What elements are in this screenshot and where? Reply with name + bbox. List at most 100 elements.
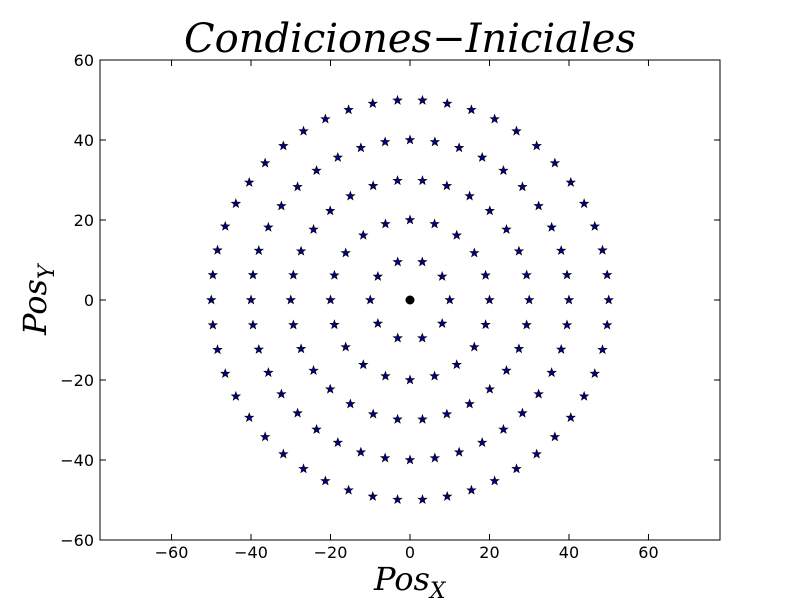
star-point-ring-4 (263, 221, 274, 232)
star-point-ring-1 (444, 294, 455, 305)
star-point-ring-5 (278, 140, 289, 151)
star-point-ring-4 (546, 367, 557, 378)
star-point-ring-3 (513, 245, 525, 256)
star-point-ring-4 (498, 423, 509, 434)
data-points (206, 94, 614, 505)
star-point-ring-5 (489, 475, 500, 486)
star-point-ring-3 (441, 408, 453, 419)
star-point-ring-2 (329, 319, 340, 330)
star-point-ring-3 (295, 343, 307, 354)
star-point-ring-1 (436, 318, 448, 328)
star-point-ring-5 (207, 269, 219, 280)
star-point-ring-2 (469, 247, 480, 258)
star-point-ring-5 (417, 494, 428, 505)
star-point-ring-2 (340, 247, 351, 258)
star-point-ring-2 (340, 341, 351, 352)
star-point-ring-4 (332, 151, 344, 162)
star-point-ring-4 (311, 423, 322, 434)
y-tick-label: 20 (74, 211, 94, 230)
star-point-ring-3 (367, 180, 379, 191)
star-point-ring-2 (480, 319, 491, 330)
star-point-ring-3 (464, 190, 475, 201)
star-point-ring-1 (392, 332, 403, 343)
star-point-ring-4 (276, 200, 287, 211)
center-point (405, 295, 415, 305)
star-point-ring-2 (429, 370, 440, 381)
star-point-ring-3 (345, 190, 356, 201)
star-point-ring-4 (311, 165, 322, 175)
star-point-ring-2 (429, 218, 440, 229)
star-point-ring-5 (589, 368, 600, 379)
star-point-ring-5 (597, 244, 608, 255)
star-point-ring-2 (358, 229, 369, 240)
star-point-ring-1 (417, 332, 428, 343)
star-point-ring-4 (429, 452, 441, 463)
star-point-ring-3 (441, 180, 453, 191)
star-point-ring-5 (206, 294, 217, 305)
star-point-ring-5 (601, 319, 613, 330)
star-point-ring-5 (212, 244, 223, 255)
star-point-ring-3 (501, 223, 512, 234)
star-point-ring-3 (521, 319, 532, 330)
star-point-ring-4 (561, 319, 573, 330)
star-point-ring-3 (295, 245, 307, 256)
star-point-ring-4 (517, 181, 528, 192)
star-point-ring-5 (417, 94, 428, 105)
star-point-ring-5 (549, 157, 561, 168)
x-tick-label: −40 (234, 543, 268, 562)
star-point-ring-5 (343, 484, 354, 495)
star-point-ring-2 (404, 214, 416, 225)
star-point-ring-5 (244, 412, 255, 422)
star-point-ring-4 (429, 136, 441, 147)
y-tick-label: −40 (60, 451, 94, 470)
star-point-ring-5 (259, 157, 271, 168)
star-point-ring-4 (355, 142, 367, 153)
star-point-ring-5 (343, 104, 354, 115)
x-tick-label: 40 (559, 543, 579, 562)
star-point-ring-3 (367, 408, 379, 419)
star-point-ring-3 (524, 294, 535, 305)
star-point-ring-3 (288, 319, 299, 330)
star-point-ring-5 (298, 463, 309, 474)
star-point-ring-5 (601, 269, 613, 280)
y-tick-label: −20 (60, 371, 94, 390)
star-point-ring-1 (372, 271, 384, 281)
y-tick-label: 40 (74, 131, 94, 150)
star-point-ring-5 (603, 294, 614, 305)
star-point-ring-4 (555, 343, 567, 354)
star-point-ring-3 (521, 269, 532, 280)
star-point-ring-3 (484, 383, 495, 394)
star-point-ring-4 (555, 245, 567, 255)
star-point-ring-2 (484, 294, 495, 305)
star-point-ring-4 (453, 446, 465, 457)
star-point-ring-4 (476, 151, 488, 162)
star-point-ring-5 (466, 484, 477, 495)
star-point-ring-5 (511, 125, 522, 136)
star-point-ring-5 (466, 104, 477, 115)
star-point-ring-1 (372, 318, 384, 328)
star-point-ring-5 (320, 113, 331, 124)
star-point-ring-5 (367, 98, 378, 108)
star-point-ring-5 (392, 94, 403, 105)
star-point-ring-2 (480, 269, 491, 280)
x-tick-label: 20 (479, 543, 499, 562)
star-point-ring-5 (531, 448, 542, 459)
star-point-ring-3 (484, 205, 495, 216)
star-point-ring-3 (392, 413, 403, 424)
star-point-ring-5 (320, 475, 331, 486)
star-point-ring-5 (442, 98, 453, 108)
star-point-ring-5 (212, 344, 223, 355)
star-point-ring-4 (247, 319, 259, 330)
y-tick-label: −60 (60, 531, 94, 550)
star-point-ring-3 (308, 223, 319, 234)
y-axis-label-base: Pos (16, 279, 54, 336)
star-point-ring-2 (380, 218, 391, 229)
star-point-ring-4 (404, 134, 416, 145)
star-point-ring-4 (498, 165, 509, 175)
y-axis-label-subscript: Y (35, 262, 60, 279)
y-tick-label: 0 (84, 291, 94, 310)
y-axis-label: PosY (16, 262, 60, 336)
star-point-ring-3 (325, 205, 336, 216)
star-point-ring-4 (517, 407, 528, 418)
star-point-ring-3 (308, 365, 319, 375)
